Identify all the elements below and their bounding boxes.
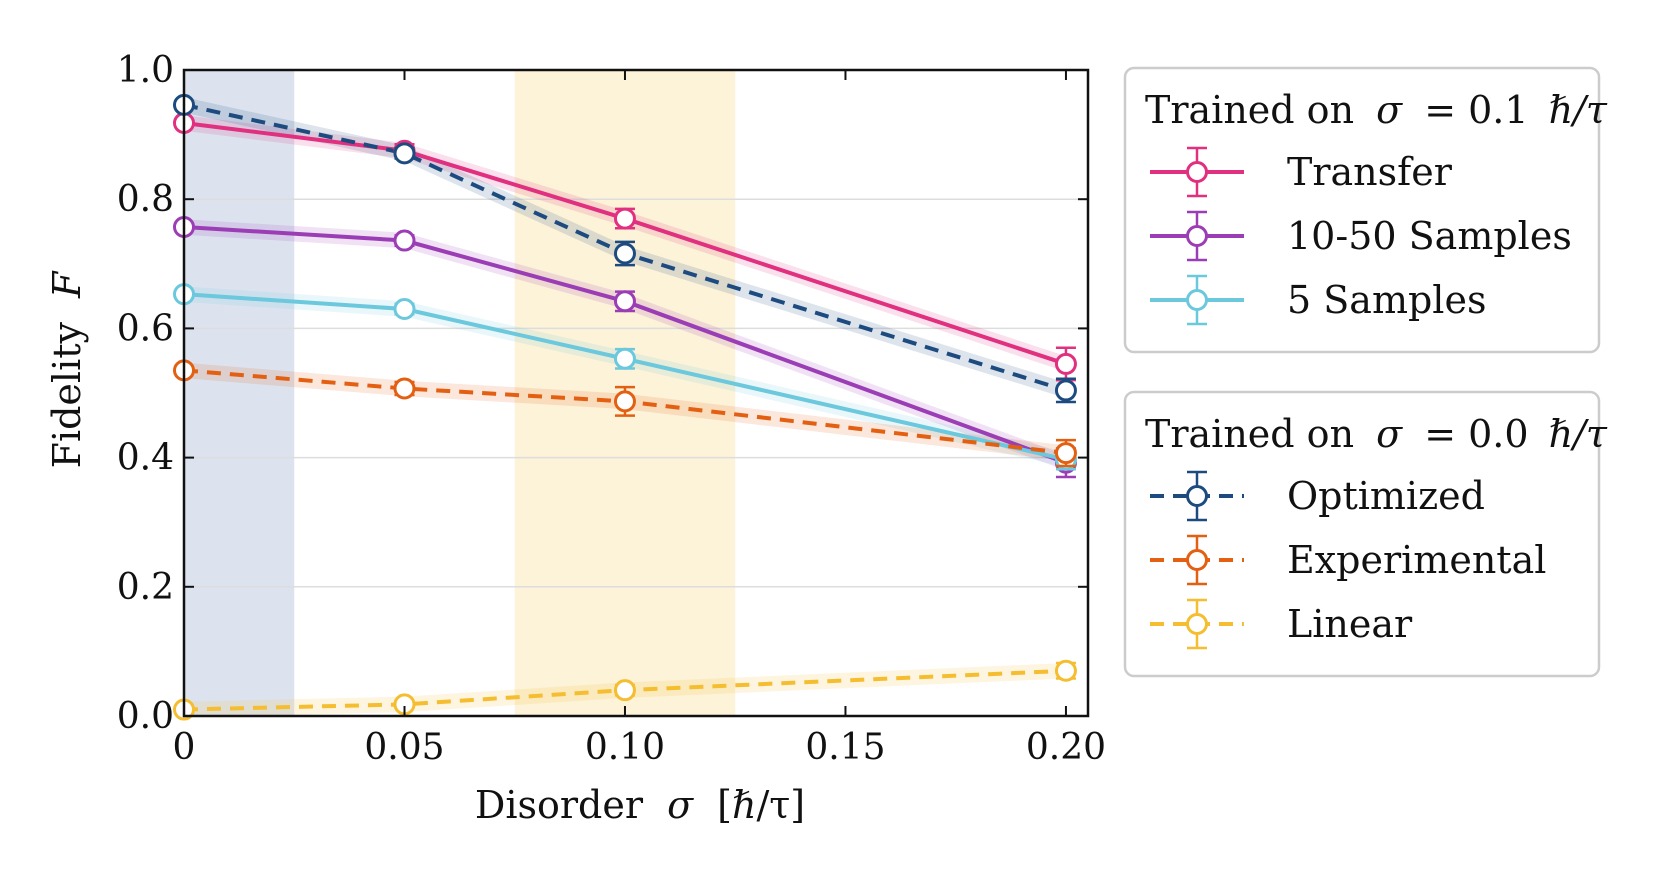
point-5-samples	[613, 347, 636, 370]
legend-marker	[1186, 613, 1208, 635]
point-optimized	[393, 142, 416, 165]
line-5-samples	[183, 292, 1067, 462]
grid-lines	[184, 198, 1088, 588]
legend-title-prefix: Trained on	[1145, 412, 1354, 456]
line-linear	[183, 668, 1067, 712]
y-axis-label: Fidelity F	[45, 270, 89, 468]
line-transfer	[183, 120, 1067, 366]
legend-title-symbol: σ	[1376, 88, 1403, 132]
legend-label: Linear	[1287, 602, 1413, 646]
legend-entry-optimized: Optimized	[1150, 470, 1485, 522]
legend-entry-5-samples: 5 Samples	[1150, 274, 1486, 326]
point-5-samples	[393, 298, 416, 321]
legend-title: Trained on σ = 0.0 ℏ/τ	[1145, 412, 1608, 456]
point-10-50-samples	[613, 290, 636, 313]
legend-label: 10-50 Samples	[1287, 214, 1572, 258]
x-tick-label: 0.20	[1026, 727, 1106, 768]
legend-entry-transfer: Transfer	[1150, 146, 1453, 198]
plot-frame	[182, 68, 1090, 718]
legend-entry-10-50-samples: 10-50 Samples	[1150, 210, 1572, 262]
y-tick-label: 0.4	[117, 438, 174, 479]
point-linear	[1054, 659, 1077, 682]
point-transfer	[613, 207, 636, 230]
legend-title-value: = 0.1	[1424, 88, 1528, 132]
x-axis-label-prefix: Disorder	[475, 783, 644, 827]
legend-title-symbol: σ	[1376, 412, 1403, 456]
y-axis-label-symbol: F	[45, 270, 89, 299]
legend-marker	[1186, 289, 1208, 311]
line-optimized	[183, 102, 1067, 393]
legend-box	[1123, 390, 1601, 678]
y-axis-label-prefix: Fidelity	[45, 322, 89, 469]
legend-entry-linear: Linear	[1150, 598, 1413, 650]
legend-title: Trained on σ = 0.1 ℏ/τ	[1145, 88, 1608, 132]
legend-label: Transfer	[1287, 150, 1453, 194]
line-10-50-samples	[183, 224, 1067, 465]
legend-label: Experimental	[1287, 538, 1546, 582]
x-axis-label: Disorder σ [ℏ/τ]	[475, 783, 805, 827]
y-tick-label: 0.2	[117, 567, 174, 608]
axis-ticks: 0 0.05 0.10 0.15 0.20 0.0 0.2 0.4 0.6 0.8 1.0	[117, 50, 1106, 768]
x-axis-label-symbol: σ	[667, 783, 694, 827]
legend-title-unit: ℏ/τ	[1549, 88, 1608, 132]
point-experimental	[393, 377, 416, 400]
point-optimized	[1054, 379, 1077, 402]
legend-title-unit: ℏ/τ	[1549, 412, 1608, 456]
point-experimental	[1054, 442, 1077, 465]
legend-box	[1123, 66, 1601, 354]
series-lines	[183, 102, 1067, 712]
x-tick-label: 0.10	[585, 727, 665, 768]
legend-trained-0.1: Trained on σ = 0.1 ℏ/τ Transfer 10-50 Sam…	[1123, 66, 1608, 354]
point-linear	[613, 679, 636, 702]
point-transfer	[1054, 352, 1077, 375]
legend-title-prefix: Trained on	[1145, 88, 1354, 132]
x-axis-label-unit: [ℏ/τ]	[717, 783, 805, 827]
x-tick-label: 0.05	[364, 727, 444, 768]
legend-marker	[1186, 549, 1208, 571]
x-tick-label: 0	[173, 727, 196, 768]
y-tick-label: 0.0	[117, 696, 174, 737]
legend-marker	[1186, 485, 1208, 507]
line-experimental	[183, 368, 1067, 456]
legend-label: 5 Samples	[1287, 278, 1486, 322]
legend-marker	[1186, 161, 1208, 183]
train-region-0	[184, 70, 295, 716]
legend-marker	[1186, 225, 1208, 247]
y-tick-label: 0.6	[117, 308, 174, 349]
point-10-50-samples	[393, 229, 416, 252]
point-optimized	[613, 242, 636, 265]
point-experimental	[613, 390, 636, 413]
legend-title-value: = 0.0	[1424, 412, 1528, 456]
legend-label: Optimized	[1287, 474, 1485, 518]
legend-trained-0.0: Trained on σ = 0.0 ℏ/τ Optimized Experime…	[1123, 390, 1608, 678]
band-transfer	[184, 115, 1066, 372]
y-tick-label: 1.0	[117, 50, 174, 91]
y-tick-label: 0.8	[117, 179, 174, 220]
band-5-samples	[184, 286, 1066, 468]
legend-entry-experimental: Experimental	[1150, 534, 1546, 586]
x-tick-label: 0.15	[805, 727, 885, 768]
